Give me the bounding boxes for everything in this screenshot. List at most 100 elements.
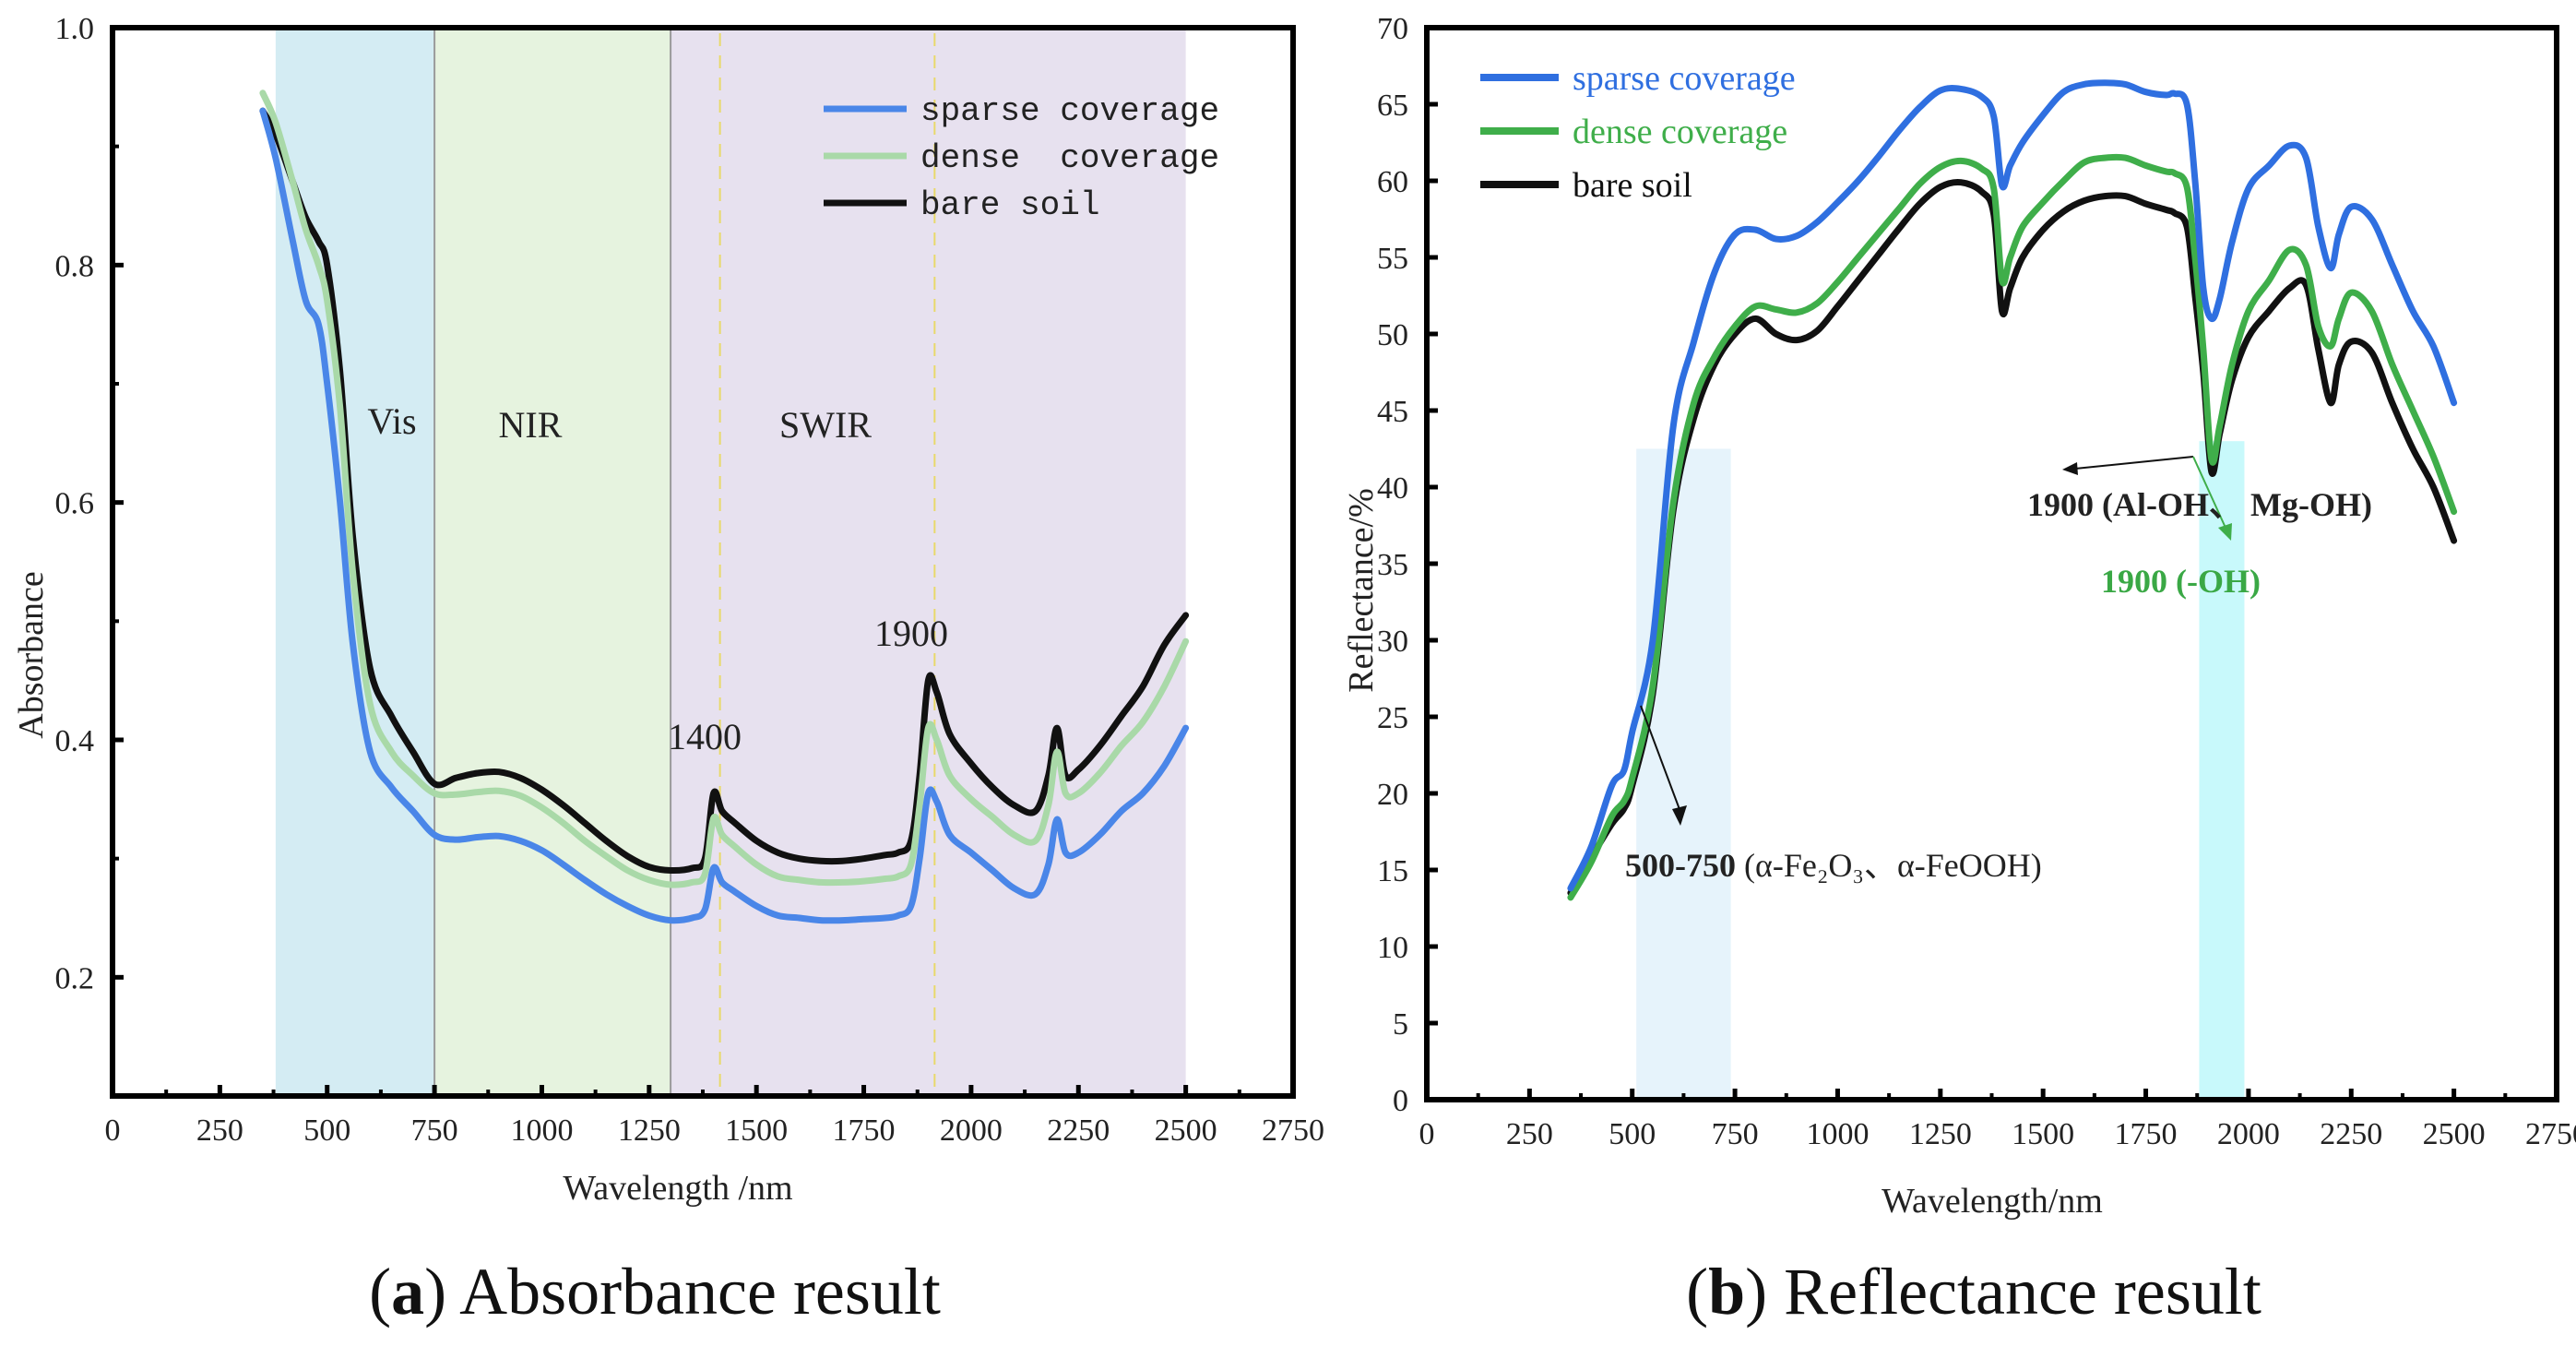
x-tick-label: 2000 — [2217, 1117, 2280, 1151]
x-tick-label: 2750 — [2525, 1117, 2576, 1151]
y-tick-label: 0.8 — [55, 249, 95, 283]
spectral-regions — [275, 28, 1186, 1096]
region-swir — [671, 28, 1186, 1096]
caption-b-letter: b — [1708, 1255, 1745, 1328]
region-label-vis: Vis — [367, 400, 416, 442]
y-axis-label: Absorbance — [12, 571, 51, 738]
caption-b-text: Reflectance result — [1767, 1255, 2261, 1328]
caption-a-letter: a — [391, 1255, 424, 1328]
annotation-1900-oh: 1900 (-OH) — [2101, 563, 2261, 600]
y-tick-label: 1.0 — [55, 12, 95, 46]
legend: sparse coverage dense coverage bare soil — [824, 92, 1219, 224]
series-line-bare-soil — [1567, 178, 2458, 897]
y-tick-label: 20 — [1377, 778, 1408, 812]
region-label-swir: SWIR — [779, 404, 872, 446]
legend-label: dense coverage — [920, 139, 1219, 177]
highlight-bands — [1636, 441, 2245, 1100]
y-tick-label: 50 — [1377, 318, 1408, 352]
peak-annotations: 1400 1900 — [668, 613, 948, 757]
series-line-sparse-coverage — [1567, 79, 2458, 892]
x-tick-label: 0 — [105, 1114, 121, 1148]
x-tick-label: 2500 — [1155, 1114, 1217, 1148]
x-axis-ticks: 0 250 500 750 1000 1250 1500 1750 2000 2250 2500 27… — [105, 1085, 1324, 1148]
legend-label: bare soil — [920, 186, 1099, 224]
y-tick-label: 5 — [1393, 1007, 1408, 1042]
y-tick-label: 60 — [1377, 165, 1408, 199]
legend-label: bare soil — [1573, 166, 1692, 205]
x-tick-label: 250 — [1506, 1117, 1553, 1151]
legend-label: dense coverage — [1573, 113, 1787, 151]
x-tick-label: 2250 — [2320, 1117, 2382, 1151]
y-tick-label: 70 — [1377, 12, 1408, 46]
arrowhead-1900-al-oh — [2062, 462, 2078, 475]
y-tick-label: 15 — [1377, 854, 1408, 888]
caption-a: (a) Absorbance result — [369, 1255, 941, 1328]
y-tick-label: 0.4 — [55, 724, 95, 758]
x-tick-label: 1250 — [1909, 1117, 1972, 1151]
annotation-1900: 1900 — [874, 613, 948, 654]
x-axis-label: Wavelength/nm — [1882, 1182, 2103, 1221]
region-label-nir: NIR — [499, 404, 563, 446]
arrow-1900-oh — [2192, 456, 2226, 529]
highlight-band-1 — [1636, 448, 1731, 1100]
x-tick-label: 250 — [196, 1114, 243, 1148]
arrow-500-750 — [1640, 705, 1681, 813]
x-tick-label: 500 — [303, 1114, 350, 1148]
series-line-dense-coverage — [259, 89, 1190, 888]
x-tick-label: 1750 — [2115, 1117, 2178, 1151]
x-tick-label: 1750 — [833, 1114, 896, 1148]
x-tick-label: 1000 — [1806, 1117, 1869, 1151]
series-line-bare-soil — [259, 107, 1190, 875]
panel-a-absorbance-chart: 0 250 500 750 1000 1250 1500 1750 2000 2250 2500 27… — [12, 12, 1324, 1208]
legend-label: sparse coverage — [1573, 59, 1796, 98]
reference-dashed-lines — [718, 33, 936, 1096]
y-tick-label: 0.2 — [55, 961, 95, 995]
reflectance-series — [1567, 79, 2458, 901]
x-tick-label: 750 — [1712, 1117, 1759, 1151]
y-tick-label: 45 — [1377, 395, 1408, 429]
y-tick-label: 30 — [1377, 625, 1408, 659]
annotation-500-750-minerals: (α-Fe₂O₃、α-FeOOH) — [1736, 847, 2042, 884]
absorbance-series — [259, 89, 1190, 924]
y-tick-label: 25 — [1377, 701, 1408, 735]
y-axis-ticks: 0 5 10 15 20 25 30 35 40 45 50 55 60 65 70 — [1377, 12, 1438, 1118]
x-tick-label: 750 — [411, 1114, 458, 1148]
y-tick-label: 0.6 — [55, 487, 95, 521]
y-tick-label: 55 — [1377, 242, 1408, 276]
y-tick-label: 40 — [1377, 471, 1408, 506]
x-tick-label: 2250 — [1047, 1114, 1110, 1148]
legend: sparse coverage dense coverage bare soil — [1480, 59, 1796, 205]
arrowhead-1900-oh — [2218, 523, 2232, 541]
legend-label: sparse coverage — [920, 92, 1219, 130]
highlight-band-2 — [2199, 441, 2245, 1100]
annotation-arrows — [1640, 456, 2232, 826]
x-tick-label: 1000 — [510, 1114, 573, 1148]
x-tick-label: 0 — [1419, 1117, 1435, 1151]
x-tick-label: 1500 — [725, 1114, 788, 1148]
x-tick-label: 500 — [1609, 1117, 1656, 1151]
annotation-500-750-range: 500-750 — [1625, 847, 1736, 884]
caption-a-text: Absorbance result — [446, 1255, 941, 1328]
x-axis-label: Wavelength /nm — [563, 1169, 792, 1208]
arrowhead-500-750 — [1672, 805, 1687, 826]
x-axis-ticks: 0 250 500 750 1000 1250 1500 1750 2000 2250 2500 27… — [1419, 1089, 2576, 1151]
y-tick-label: 65 — [1377, 89, 1408, 123]
series-line-dense-coverage — [1567, 153, 2458, 901]
caption-b: (b) Reflectance result — [1686, 1255, 2261, 1328]
annotation-1400: 1400 — [668, 716, 742, 757]
x-tick-label: 2500 — [2423, 1117, 2486, 1151]
annotation-1900-al-oh: 1900 (Al-OH、 Mg-OH) — [2027, 486, 2372, 523]
y-tick-label: 10 — [1377, 931, 1408, 965]
arrow-1900-al-oh — [2074, 456, 2194, 470]
x-tick-label: 2000 — [940, 1114, 1003, 1148]
y-tick-label: 0 — [1393, 1084, 1408, 1118]
region-labels: Vis NIR SWIR — [367, 400, 872, 446]
x-tick-label: 1250 — [618, 1114, 681, 1148]
region-nir — [434, 28, 671, 1096]
x-tick-label: 2750 — [1262, 1114, 1324, 1148]
annotation-500-750: 500-750 (α-Fe₂O₃、α-FeOOH) — [1625, 847, 2042, 884]
y-axis-ticks: 0.2 0.4 0.6 0.8 1.0 — [55, 12, 124, 1098]
y-tick-label: 35 — [1377, 548, 1408, 582]
y-axis-label: Reflectance/% — [1342, 488, 1381, 693]
